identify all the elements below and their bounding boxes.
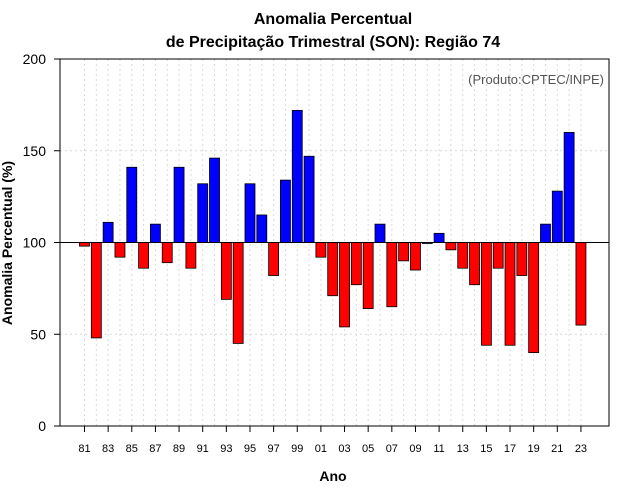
- bar-1998: [280, 179, 291, 243]
- x-tick-label: 99: [291, 443, 303, 455]
- y-tick-label: 0: [38, 418, 46, 434]
- chart-title-line1: Anomalia Percentual: [254, 11, 412, 28]
- bar-2016: [492, 242, 504, 269]
- x-tick-label: 15: [480, 443, 492, 455]
- x-tick-label: 07: [386, 443, 398, 455]
- bar-2022: [563, 131, 575, 243]
- bar-2017: [504, 242, 516, 346]
- y-axis-title: Anomalia Percentual (%): [0, 161, 15, 325]
- bar-2013: [457, 242, 469, 269]
- bar-2011: [433, 232, 445, 243]
- x-tick-label: 17: [504, 443, 516, 455]
- bar-1993: [220, 242, 232, 300]
- bar-1991: [197, 183, 209, 243]
- x-tick-label: 89: [173, 443, 185, 455]
- bar-1987: [150, 223, 161, 243]
- y-tick-label: 50: [30, 326, 46, 342]
- y-tick-label: 100: [23, 235, 47, 251]
- bar-2023: [575, 242, 587, 326]
- bar-1985: [126, 166, 138, 243]
- bar-1996: [256, 214, 268, 243]
- bar-2009: [410, 242, 421, 271]
- x-tick-label: 21: [551, 443, 563, 455]
- bar-1995: [244, 183, 256, 243]
- bar-2019: [528, 242, 540, 353]
- bar-2020: [540, 223, 551, 243]
- x-tick-label: 95: [244, 443, 256, 455]
- bar-2018: [516, 242, 528, 276]
- x-axis: 81 83 85 87 89 91 93 95 97 99 01 03 05 07 09 11 13 15 17 19…: [78, 426, 587, 455]
- y-tick-label: 150: [23, 143, 47, 159]
- x-tick-label: 91: [197, 443, 209, 455]
- bar-1988: [161, 242, 173, 264]
- bar-2006: [374, 223, 386, 243]
- x-tick-label: 03: [338, 443, 350, 455]
- bar-2021: [551, 190, 563, 243]
- bar-2015: [480, 242, 492, 346]
- bar-1983: [102, 221, 114, 243]
- bar-1984: [114, 242, 126, 258]
- x-tick-label: 93: [220, 443, 232, 455]
- bar-2000: [303, 155, 315, 243]
- y-axis: 0 50 100 150 200: [23, 51, 60, 434]
- y-tick-label: 200: [23, 51, 47, 67]
- bar-1982: [90, 242, 102, 339]
- chart-title-line2: de Precipitação Trimestral (SON): Região…: [166, 34, 500, 51]
- bar-2014: [469, 242, 480, 286]
- grid: [60, 59, 609, 426]
- bar-2007: [386, 242, 398, 308]
- x-tick-label: 97: [267, 443, 279, 455]
- credit-text: (Produto:CPTEC/INPE): [468, 72, 604, 87]
- bar-1997: [268, 242, 280, 276]
- bar-1990: [185, 242, 197, 269]
- bar-2001: [315, 242, 327, 258]
- bar-2003: [339, 242, 350, 328]
- bar-1999: [291, 109, 303, 243]
- x-tick-label: 23: [575, 443, 587, 455]
- x-tick-label: 09: [409, 443, 421, 455]
- x-tick-label: 11: [433, 443, 444, 455]
- bar-2005: [362, 242, 374, 309]
- bar-2004: [350, 242, 362, 286]
- x-tick-label: 81: [78, 443, 90, 455]
- bar-2002: [327, 242, 339, 297]
- bars: [79, 109, 587, 353]
- bar-1981: [79, 242, 90, 247]
- bar-1989: [173, 166, 185, 243]
- x-tick-label: 19: [528, 443, 540, 455]
- bar-1992: [209, 157, 220, 243]
- x-axis-title: Ano: [319, 468, 346, 484]
- x-tick-label: 13: [457, 443, 469, 455]
- bar-1986: [138, 242, 150, 269]
- bar-1994: [232, 242, 244, 344]
- x-tick-label: 87: [149, 443, 161, 455]
- x-tick-label: 01: [315, 443, 327, 455]
- x-tick-label: 05: [362, 443, 374, 455]
- bar-2012: [445, 242, 457, 251]
- x-tick-label: 83: [102, 443, 114, 455]
- x-tick-label: 85: [126, 443, 138, 455]
- bar-2008: [398, 242, 410, 262]
